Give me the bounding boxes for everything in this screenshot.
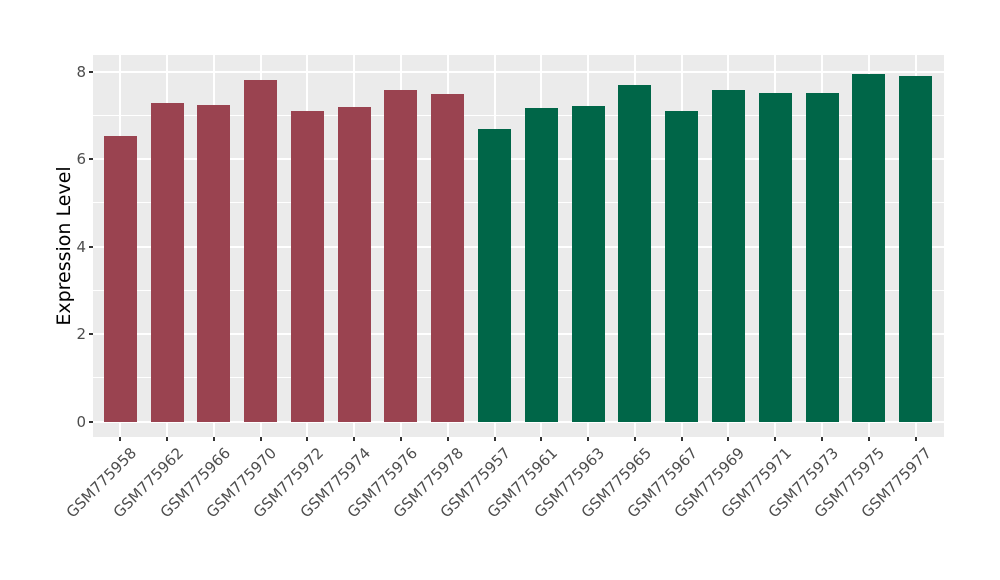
x-tick (212, 437, 215, 441)
x-tick (259, 437, 262, 441)
x-tick (587, 437, 590, 441)
y-tick (89, 245, 93, 248)
y-tick-label: 4 (76, 237, 86, 256)
bar-GSM775973 (805, 92, 839, 422)
bar-GSM775969 (711, 89, 745, 422)
x-tick (493, 437, 496, 441)
gridline-major (93, 245, 944, 248)
x-tick (821, 437, 823, 441)
bar-GSM775975 (852, 73, 886, 422)
bar-GSM775971 (758, 93, 792, 422)
gridline-major (93, 333, 944, 336)
x-tick (774, 437, 777, 441)
y-tick-label: 6 (76, 150, 86, 169)
x-tick (166, 437, 169, 441)
x-tick (306, 437, 309, 441)
y-tick (89, 158, 93, 161)
bar-GSM775974 (337, 107, 371, 422)
x-tick (399, 437, 402, 441)
x-tick (914, 437, 917, 441)
y-tick-label: 8 (76, 62, 86, 81)
bar-GSM775961 (524, 107, 558, 422)
y-tick (89, 333, 93, 336)
x-tick (353, 437, 356, 441)
gridline-major (93, 70, 944, 73)
bar-GSM775972 (290, 110, 324, 422)
gridline-minor (93, 114, 944, 116)
bar-GSM775976 (384, 89, 418, 422)
x-tick (540, 437, 543, 441)
bar-GSM775966 (197, 104, 231, 422)
bar-GSM775957 (478, 128, 512, 422)
bar-GSM775978 (431, 93, 465, 422)
y-tick-label: 0 (76, 412, 86, 431)
gridline-minor (93, 202, 944, 204)
bar-GSM775977 (899, 76, 933, 422)
y-tick (89, 70, 93, 73)
bar-GSM775965 (618, 84, 652, 422)
x-tick (867, 437, 870, 441)
x-tick (727, 437, 730, 441)
bar-GSM775962 (150, 102, 184, 422)
gridline-minor (93, 377, 944, 379)
x-tick (119, 437, 122, 441)
x-tick (680, 437, 683, 441)
y-tick (89, 420, 93, 423)
bar-GSM775970 (244, 79, 278, 422)
gridline-major (93, 158, 944, 161)
bar-GSM775958 (103, 135, 137, 422)
bar-GSM775963 (571, 106, 605, 422)
y-tick-label: 2 (76, 325, 86, 344)
plot-panel (93, 55, 944, 437)
gridline-major (93, 420, 944, 423)
gridline-minor (93, 289, 944, 291)
bar-GSM775967 (665, 111, 699, 422)
x-tick (446, 437, 449, 441)
x-tick (633, 437, 636, 441)
